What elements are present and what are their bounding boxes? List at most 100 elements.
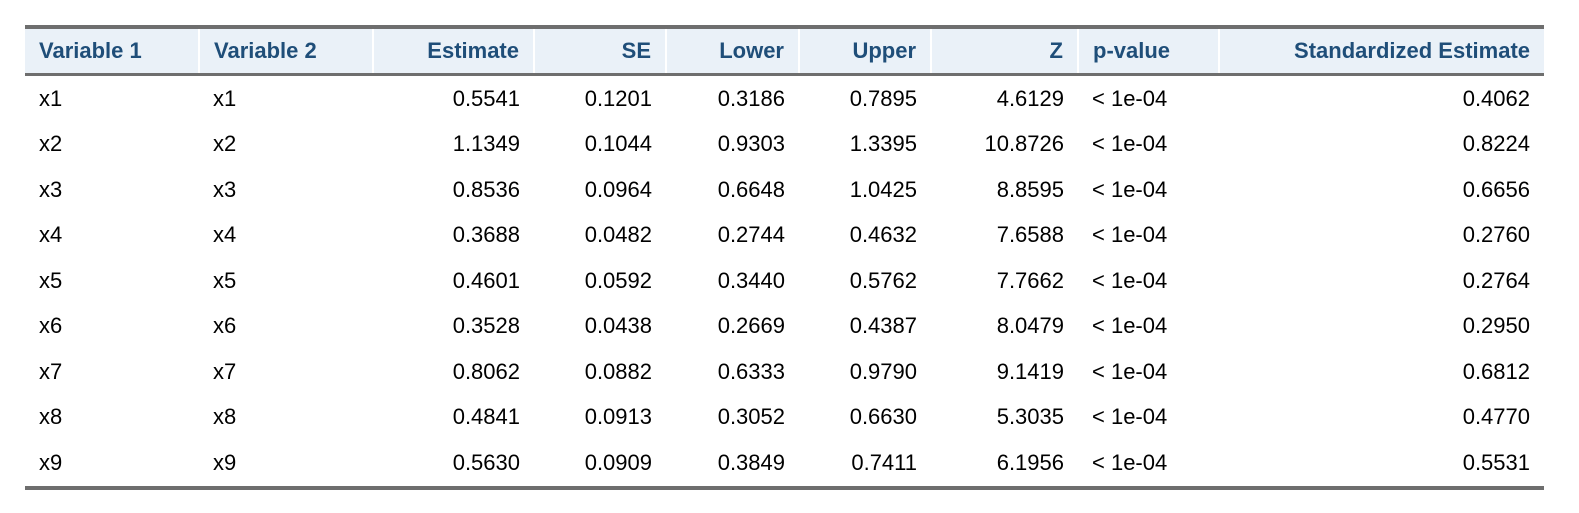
cell-p-value: < 1e-04 [1092,404,1168,430]
cell-variable-2: x9 [213,449,237,475]
cell-upper: 1.0425 [849,176,917,202]
cell-p-value: < 1e-04 [1092,176,1168,202]
cell-z: 9.1419 [996,358,1064,384]
cell-variable-2: x3 [213,176,237,202]
cell-standardized-estimate: 0.2764 [1462,267,1530,293]
cell-z: 6.1956 [996,449,1064,475]
col-header-upper: Upper [798,27,931,76]
cell-upper: 0.7411 [851,449,917,475]
col-header-z: Z [930,27,1078,76]
cell-variable-1: x8 [39,404,63,430]
cell-standardized-estimate: 0.2950 [1462,313,1530,339]
cell-variable-2: x5 [213,267,237,293]
cell-lower: 0.3440 [717,267,785,293]
cell-z: 5.3035 [996,404,1064,430]
table-row: x8 x8 0.4841 0.0913 0.3052 0.6630 5.3035… [25,395,1544,441]
cell-standardized-estimate: 0.4770 [1462,404,1530,430]
cell-estimate: 0.4841 [452,404,520,430]
table-row: x3 x3 0.8536 0.0964 0.6648 1.0425 8.8595… [25,167,1544,213]
col-header-variable-1: Variable 1 [25,27,199,76]
header-row: Variable 1 Variable 2 Estimate SE Lower … [25,27,1544,76]
cell-upper: 0.9790 [849,358,917,384]
table-row: x4 x4 0.3688 0.0482 0.2744 0.4632 7.6588… [25,213,1544,259]
cell-upper: 1.3395 [849,131,917,157]
cell-variable-2: x1 [213,85,237,111]
cell-variable-1: x6 [39,313,63,339]
cell-variable-1: x7 [39,358,63,384]
cell-variable-2: x2 [213,131,237,157]
cell-p-value: < 1e-04 [1092,358,1168,384]
cell-standardized-estimate: 0.5531 [1462,449,1530,475]
results-table: Variable 1 Variable 2 Estimate SE Lower … [25,25,1544,490]
cell-standardized-estimate: 0.4062 [1462,85,1530,111]
cell-p-value: < 1e-04 [1092,313,1168,339]
cell-se: 0.0964 [584,176,652,202]
cell-z: 8.8595 [996,176,1064,202]
cell-se: 0.0882 [584,358,652,384]
cell-standardized-estimate: 0.2760 [1462,222,1530,248]
cell-estimate: 0.8536 [452,176,520,202]
cell-upper: 0.4632 [849,222,917,248]
cell-lower: 0.2744 [717,222,785,248]
col-header-standardized-estimate: Standardized Estimate [1218,27,1544,76]
cell-variable-1: x3 [39,176,63,202]
cell-lower: 0.3849 [717,449,785,475]
cell-p-value: < 1e-04 [1092,267,1168,293]
cell-variable-2: x8 [213,404,237,430]
cell-estimate: 0.4601 [452,267,520,293]
cell-variable-1: x9 [39,449,63,475]
cell-lower: 0.9303 [717,131,785,157]
cell-standardized-estimate: 0.6656 [1462,176,1530,202]
cell-se: 0.1201 [584,85,652,111]
cell-se: 0.0909 [584,449,652,475]
cell-variable-2: x6 [213,313,237,339]
cell-z: 4.6129 [996,85,1064,111]
cell-se: 0.0438 [584,313,652,339]
cell-z: 7.6588 [996,222,1064,248]
cell-se: 0.0592 [584,267,652,293]
col-header-se: SE [533,27,666,76]
cell-upper: 0.6630 [849,404,917,430]
cell-variable-1: x5 [39,267,63,293]
cell-standardized-estimate: 0.8224 [1462,131,1530,157]
cell-se: 0.0913 [584,404,652,430]
cell-upper: 0.4387 [849,313,917,339]
col-header-estimate: Estimate [372,27,534,76]
cell-z: 8.0479 [996,313,1064,339]
results-table-container: Variable 1 Variable 2 Estimate SE Lower … [25,25,1544,490]
table-row: x5 x5 0.4601 0.0592 0.3440 0.5762 7.7662… [25,258,1544,304]
cell-variable-1: x2 [39,131,63,157]
cell-estimate: 0.3688 [452,222,520,248]
cell-estimate: 1.1349 [452,131,520,157]
cell-estimate: 0.8062 [452,358,520,384]
col-header-variable-2: Variable 2 [198,27,373,76]
cell-variable-2: x7 [213,358,237,384]
cell-se: 0.1044 [584,131,652,157]
table-row: x1 x1 0.5541 0.1201 0.3186 0.7895 4.6129… [25,75,1544,122]
cell-estimate: 0.3528 [452,313,520,339]
col-header-lower: Lower [665,27,799,76]
cell-z: 10.8726 [984,131,1064,157]
cell-variable-1: x1 [39,85,63,111]
cell-se: 0.0482 [584,222,652,248]
cell-lower: 0.2669 [717,313,785,339]
cell-upper: 0.5762 [849,267,917,293]
col-header-p-value: p-value [1077,27,1219,76]
cell-estimate: 0.5541 [452,85,520,111]
cell-variable-1: x4 [39,222,63,248]
cell-p-value: < 1e-04 [1092,222,1168,248]
cell-estimate: 0.5630 [452,449,520,475]
cell-lower: 0.3052 [717,404,785,430]
cell-p-value: < 1e-04 [1092,449,1168,475]
cell-z: 7.7662 [996,267,1064,293]
cell-upper: 0.7895 [849,85,917,111]
cell-lower: 0.6648 [717,176,785,202]
cell-lower: 0.6333 [717,358,785,384]
table-row: x9 x9 0.5630 0.0909 0.3849 0.7411 6.1956… [25,440,1544,488]
table-row: x6 x6 0.3528 0.0438 0.2669 0.4387 8.0479… [25,304,1544,350]
cell-standardized-estimate: 0.6812 [1462,358,1530,384]
table-row: x2 x2 1.1349 0.1044 0.9303 1.3395 10.872… [25,122,1544,168]
cell-p-value: < 1e-04 [1092,131,1168,157]
cell-lower: 0.3186 [717,85,785,111]
cell-variable-2: x4 [213,222,237,248]
